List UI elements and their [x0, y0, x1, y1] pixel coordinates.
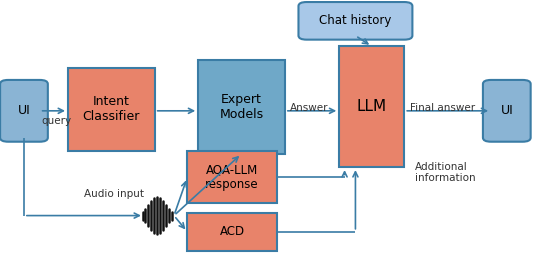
- Text: query: query: [42, 116, 72, 126]
- Text: UI: UI: [501, 104, 513, 117]
- Text: Answer: Answer: [290, 103, 329, 113]
- Text: UI: UI: [17, 104, 31, 117]
- Text: Additional
information: Additional information: [415, 162, 476, 183]
- Text: Chat history: Chat history: [319, 14, 391, 27]
- FancyBboxPatch shape: [339, 46, 404, 167]
- Text: Intent
Classifier: Intent Classifier: [82, 96, 140, 123]
- FancyBboxPatch shape: [198, 60, 285, 154]
- FancyBboxPatch shape: [68, 68, 155, 151]
- Text: AQA-LLM
response: AQA-LLM response: [205, 163, 259, 191]
- Text: Expert
Models: Expert Models: [219, 93, 264, 121]
- Text: LLM: LLM: [357, 99, 387, 114]
- FancyBboxPatch shape: [187, 151, 277, 204]
- Text: Final answer: Final answer: [410, 103, 475, 113]
- Text: ACD: ACD: [219, 225, 245, 238]
- FancyBboxPatch shape: [187, 213, 277, 251]
- FancyBboxPatch shape: [483, 80, 531, 142]
- FancyBboxPatch shape: [299, 2, 412, 40]
- Text: Audio input: Audio input: [84, 189, 144, 199]
- FancyBboxPatch shape: [0, 80, 48, 142]
